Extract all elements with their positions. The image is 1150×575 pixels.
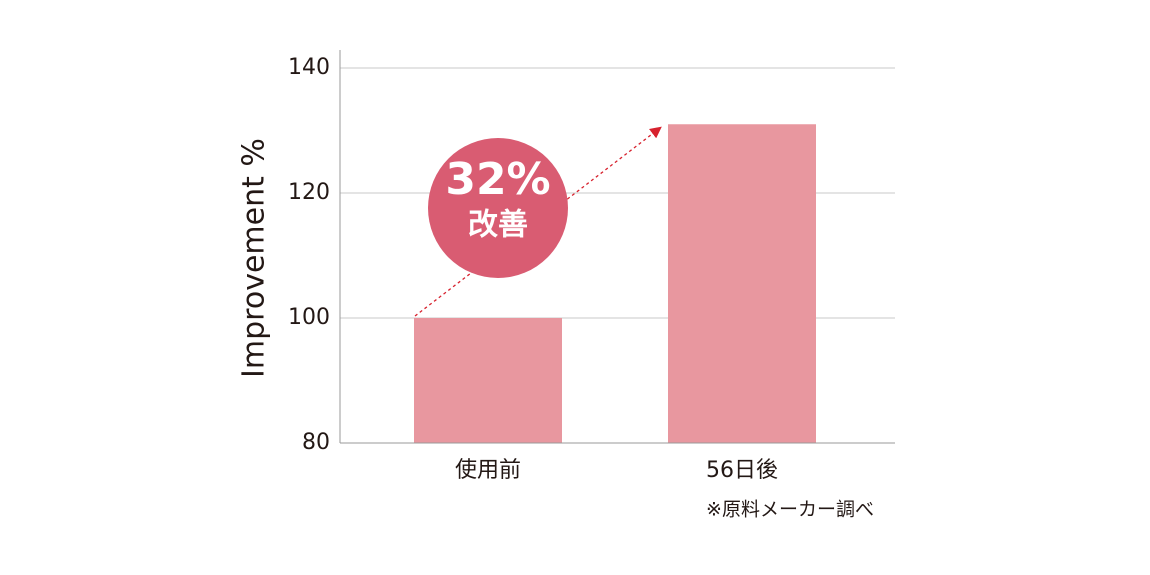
annotation-label: 改善 xyxy=(468,208,528,243)
annotation-value: 32% xyxy=(445,154,550,205)
y-tick-label: 120 xyxy=(288,180,330,205)
annotation-badge xyxy=(428,138,568,278)
y-axis-label: Improvement % xyxy=(237,138,272,378)
y-tick-label: 100 xyxy=(288,305,330,330)
x-tick-label: 使用前 xyxy=(455,458,521,483)
y-tick-label: 80 xyxy=(302,430,330,455)
y-tick-label: 140 xyxy=(288,55,330,80)
bar xyxy=(414,318,562,443)
footnote: ※原料メーカー調べ xyxy=(706,499,874,521)
x-tick-label: 56日後 xyxy=(706,458,778,483)
bar xyxy=(668,124,816,443)
